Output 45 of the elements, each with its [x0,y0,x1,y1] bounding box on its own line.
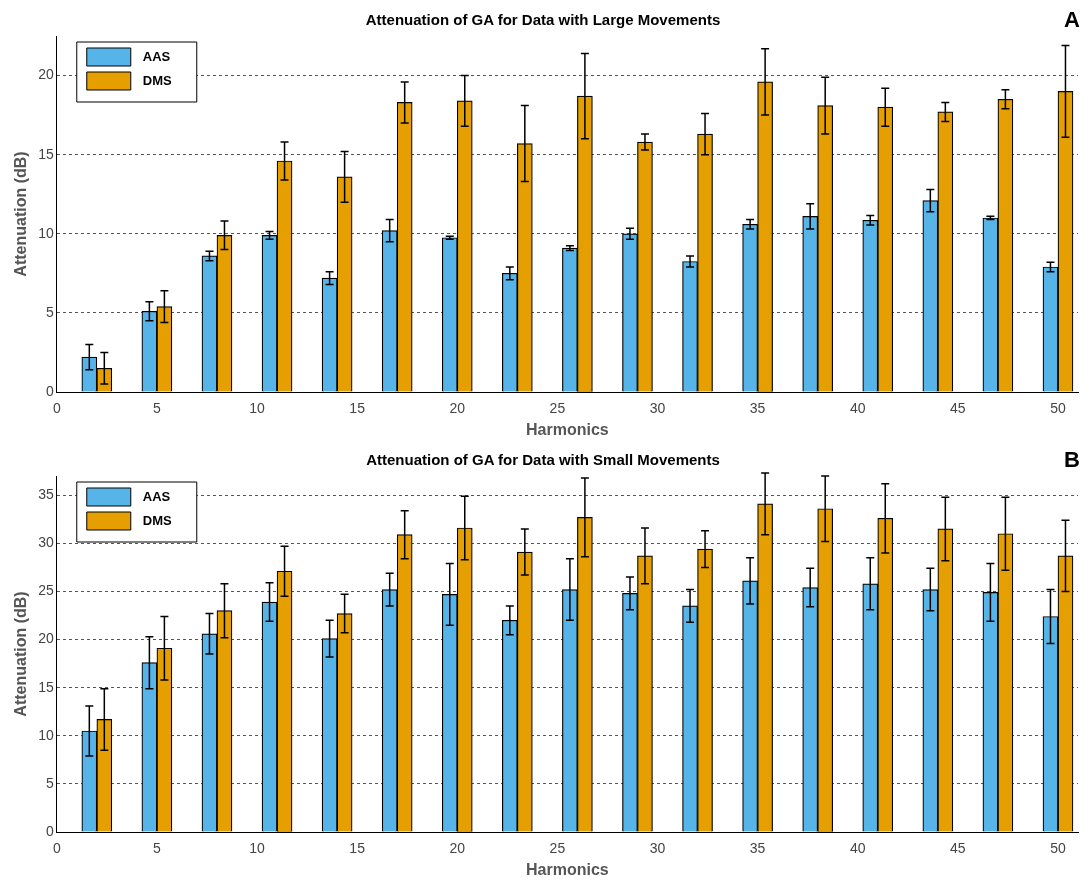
y-tick-label: 25 [38,582,54,599]
chart-title: Attenuation of GA for Data with Large Movements [365,11,721,29]
x-tick-label: 30 [649,400,666,417]
y-tick-label: 0 [45,822,54,839]
x-tick-label: 20 [449,400,466,417]
x-tick-label: 35 [749,400,766,417]
x-tick-label: 5 [152,400,161,417]
x-tick-label: 15 [349,400,366,417]
y-tick-label: 5 [45,774,54,791]
y-tick-label: 30 [38,534,54,551]
x-tick-label: 15 [349,840,366,857]
y-tick-label: 5 [45,303,54,320]
x-axis-title: Harmonics [526,860,609,878]
legend-label: DMS [142,72,172,88]
x-tick-label: 50 [1050,840,1066,857]
y-tick-label: 35 [38,486,54,503]
y-tick-label: 15 [38,145,54,162]
legend-label: DMS [142,512,172,528]
y-tick-label: 15 [38,678,54,695]
x-tick-label: 25 [549,400,566,417]
x-tick-label: 35 [749,840,766,857]
x-tick-label: 10 [249,840,266,857]
y-tick-label: 20 [38,66,54,83]
y-tick-label: 20 [38,630,54,647]
x-tick-label: 10 [249,400,266,417]
x-tick-label: 45 [950,840,966,857]
x-tick-label: 20 [449,840,466,857]
x-tick-label: 45 [950,400,966,417]
text: B [1064,447,1080,473]
y-tick-label: 0 [45,382,54,399]
x-tick-label: 25 [549,840,566,857]
x-tick-label: 40 [849,400,866,417]
legend-label: AAS [142,48,171,64]
chart-title: Attenuation of GA for Data with Small Movements [366,451,720,469]
legend-label: AAS [142,488,171,504]
x-tick-label: 50 [1050,400,1066,417]
text: A [1064,7,1081,33]
x-axis-title: Harmonics [526,420,609,438]
x-tick-label: 5 [152,840,161,857]
x-tick-label: 30 [649,840,666,857]
y-axis-title: Attenuation (dB) [12,591,30,717]
x-tick-label: 40 [849,840,866,857]
y-axis-title: Attenuation (dB) [12,151,30,277]
y-tick-label: 10 [38,224,54,241]
y-tick-label: 10 [38,726,54,743]
